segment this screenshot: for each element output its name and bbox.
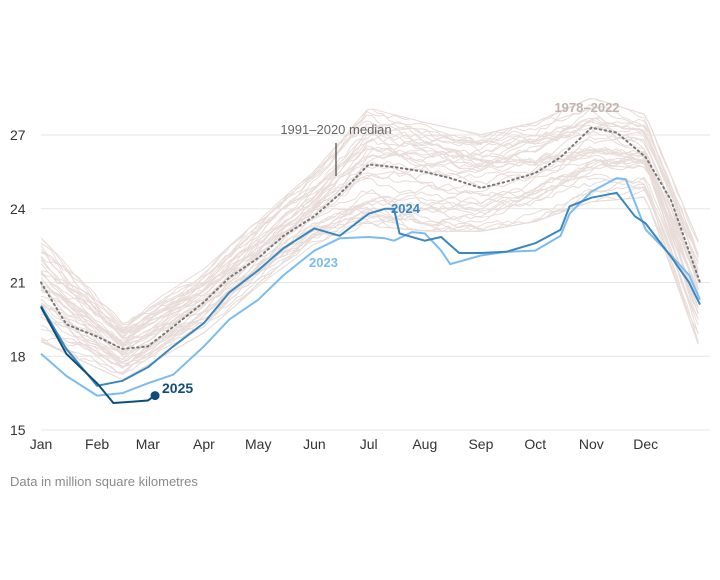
- x-axis: Jan Feb Mar Apr May Jun Jul Aug Sep Oct Nov Dec: [30, 436, 658, 452]
- series-line-2024: [40, 191, 701, 387]
- x-tick-label: Jan: [30, 436, 53, 452]
- historical-year-line: [40, 145, 699, 335]
- historical-year-line: [40, 124, 699, 347]
- historical-year-line: [40, 124, 699, 345]
- historical-year-line: [40, 120, 699, 334]
- historical-year-line: [40, 120, 699, 349]
- historical-year-line: [40, 146, 699, 364]
- historical-year-line: [40, 162, 699, 354]
- x-tick-label: Sep: [468, 436, 493, 452]
- label-2025: 2025: [162, 380, 193, 396]
- x-tick-label: Jul: [360, 436, 378, 452]
- x-tick-label: Dec: [633, 436, 658, 452]
- x-tick-label: May: [245, 436, 271, 452]
- historical-year-line: [40, 98, 699, 324]
- label-2023: 2023: [309, 255, 338, 270]
- median-label: 1991–2020 median: [280, 122, 391, 137]
- y-tick-label: 24: [10, 201, 26, 217]
- historical-year-line: [40, 126, 699, 356]
- historical-year-line: [40, 196, 699, 373]
- series-lines: [40, 126, 701, 404]
- historical-year-line: [40, 137, 699, 360]
- annotations: 1991–2020 median 1978–2022 2024 2023 202…: [162, 100, 620, 396]
- y-axis: 15 18 21 24 27: [10, 127, 26, 438]
- historical-year-line: [40, 157, 699, 347]
- x-tick-label: Jun: [303, 436, 326, 452]
- y-tick-label: 15: [10, 422, 26, 438]
- historical-year-line: [40, 157, 699, 361]
- y-tick-label: 21: [10, 275, 26, 291]
- y-tick-label: 18: [10, 348, 26, 364]
- historical-lines-1978-2022: [40, 98, 699, 381]
- label-2024: 2024: [391, 201, 421, 216]
- x-tick-label: Mar: [136, 436, 160, 452]
- latest-2025-point: [150, 391, 160, 401]
- series-line-1991-2020-median: [40, 126, 701, 350]
- historical-year-line: [40, 108, 699, 333]
- x-tick-label: Apr: [193, 436, 215, 452]
- x-tick-label: Aug: [412, 436, 437, 452]
- series-line-2023: [40, 177, 701, 397]
- historical-year-line: [40, 129, 699, 346]
- x-tick-label: Nov: [579, 436, 604, 452]
- y-tick-label: 27: [10, 127, 26, 143]
- historical-year-line: [40, 178, 699, 381]
- x-tick-label: Oct: [524, 436, 546, 452]
- historical-label: 1978–2022: [554, 100, 619, 115]
- historical-year-line: [40, 148, 699, 368]
- historical-year-line: [40, 146, 699, 365]
- historical-year-line: [40, 163, 699, 369]
- unit-note: Data in million square kilometres: [10, 474, 198, 489]
- series-line-2025: [40, 306, 156, 404]
- historical-year-line: [40, 154, 699, 351]
- x-tick-label: Feb: [85, 436, 109, 452]
- historical-year-line: [40, 119, 699, 347]
